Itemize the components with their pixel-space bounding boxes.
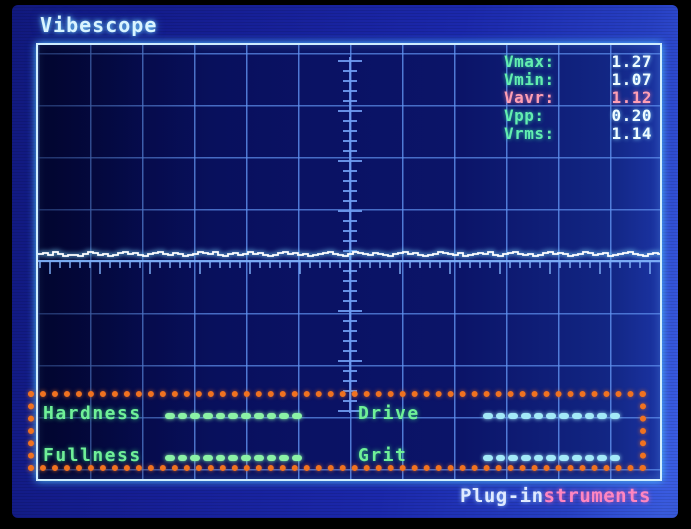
slider-dash xyxy=(177,413,188,419)
slider-dash xyxy=(266,413,277,419)
slider-dash xyxy=(609,455,620,461)
brand-accent: struments xyxy=(543,485,651,507)
slider-dash xyxy=(279,413,289,419)
slider-dash xyxy=(190,455,201,461)
slider-dash xyxy=(241,413,251,419)
slider-dash xyxy=(546,413,557,419)
slider-dash xyxy=(279,455,289,461)
measurement-row: Vmin: 1.07 xyxy=(504,71,652,89)
slider-dash xyxy=(266,455,277,461)
slider-dash xyxy=(215,413,226,419)
measurement-row: Vavr: 1.12 xyxy=(504,89,652,107)
crt-screen: Vibescope Vmax: 1.27 Vmin: 1.07 Vavr: 1.12 Vpp… xyxy=(12,5,678,518)
slider-dash xyxy=(521,455,531,461)
slider-dash xyxy=(533,455,544,461)
measurement-label: Vrms: xyxy=(504,124,555,143)
measurement-value: 1.14 xyxy=(611,124,652,143)
highlight-box xyxy=(28,391,646,471)
slider-dash xyxy=(177,455,188,461)
slider-dash xyxy=(291,455,302,461)
measurement-value: 1.07 xyxy=(611,70,652,89)
measurement-label: Vpp: xyxy=(504,106,545,125)
slider-dash xyxy=(228,413,239,419)
slider-dash xyxy=(483,413,493,419)
param-hardness-label: Hardness xyxy=(43,403,142,424)
param-drive-label: Drive xyxy=(358,403,420,424)
waveform-trace xyxy=(38,251,660,257)
measurement-label: Vmax: xyxy=(504,52,555,71)
param-grit-label: Grit xyxy=(358,445,408,466)
measurement-label: Vmin: xyxy=(504,70,555,89)
slider-dash xyxy=(165,455,175,461)
slider-dash xyxy=(559,413,569,419)
slider-dash xyxy=(203,413,213,419)
slider-dash xyxy=(546,455,557,461)
param-grit-slider[interactable] xyxy=(483,455,620,461)
slider-dash xyxy=(508,455,519,461)
slider-dash xyxy=(228,455,239,461)
slider-dash xyxy=(559,455,569,461)
slider-dash xyxy=(215,455,226,461)
page-title: Vibescope xyxy=(40,13,158,37)
param-fullness-label: Fullness xyxy=(43,445,142,466)
brand-plain: Plug-in xyxy=(459,485,544,507)
slider-dash xyxy=(483,455,493,461)
slider-dash xyxy=(597,413,607,419)
slider-dash xyxy=(253,455,264,461)
param-fullness-slider[interactable] xyxy=(165,455,302,461)
slider-dash xyxy=(584,413,595,419)
slider-dash xyxy=(521,413,531,419)
brand-mark: Plug-instruments xyxy=(460,485,651,507)
param-hardness-slider[interactable] xyxy=(165,413,302,419)
measurement-row: Vpp: 0.20 xyxy=(504,107,652,125)
slider-dash xyxy=(597,455,607,461)
measurement-row: Vrms: 1.14 xyxy=(504,125,652,143)
scope-canvas xyxy=(38,57,660,413)
slider-dash xyxy=(190,413,201,419)
slider-dash xyxy=(584,455,595,461)
slider-dash xyxy=(495,413,506,419)
slider-dash xyxy=(253,413,264,419)
param-drive-slider[interactable] xyxy=(483,413,620,419)
slider-dash xyxy=(571,455,582,461)
slider-dash xyxy=(165,413,175,419)
slider-dash xyxy=(508,413,519,419)
slider-dash xyxy=(533,413,544,419)
measurement-value: 1.12 xyxy=(611,88,652,107)
slider-dash xyxy=(241,455,251,461)
vertical-axis-ticks xyxy=(338,60,362,412)
slider-dash xyxy=(203,455,213,461)
measurement-row: Vmax: 1.27 xyxy=(504,53,652,71)
slider-dash xyxy=(571,413,582,419)
horizontal-axis-ticks xyxy=(39,262,651,274)
measurement-label: Vavr: xyxy=(504,88,555,107)
measurement-value: 1.27 xyxy=(611,52,652,71)
measurement-readout: Vmax: 1.27 Vmin: 1.07 Vavr: 1.12 Vpp: 0.20 Vrms:… xyxy=(504,53,652,143)
slider-dash xyxy=(495,455,506,461)
measurement-value: 0.20 xyxy=(611,106,652,125)
slider-dash xyxy=(291,413,302,419)
slider-dash xyxy=(609,413,620,419)
